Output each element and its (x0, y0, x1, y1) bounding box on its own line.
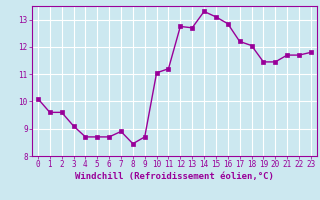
X-axis label: Windchill (Refroidissement éolien,°C): Windchill (Refroidissement éolien,°C) (75, 172, 274, 181)
